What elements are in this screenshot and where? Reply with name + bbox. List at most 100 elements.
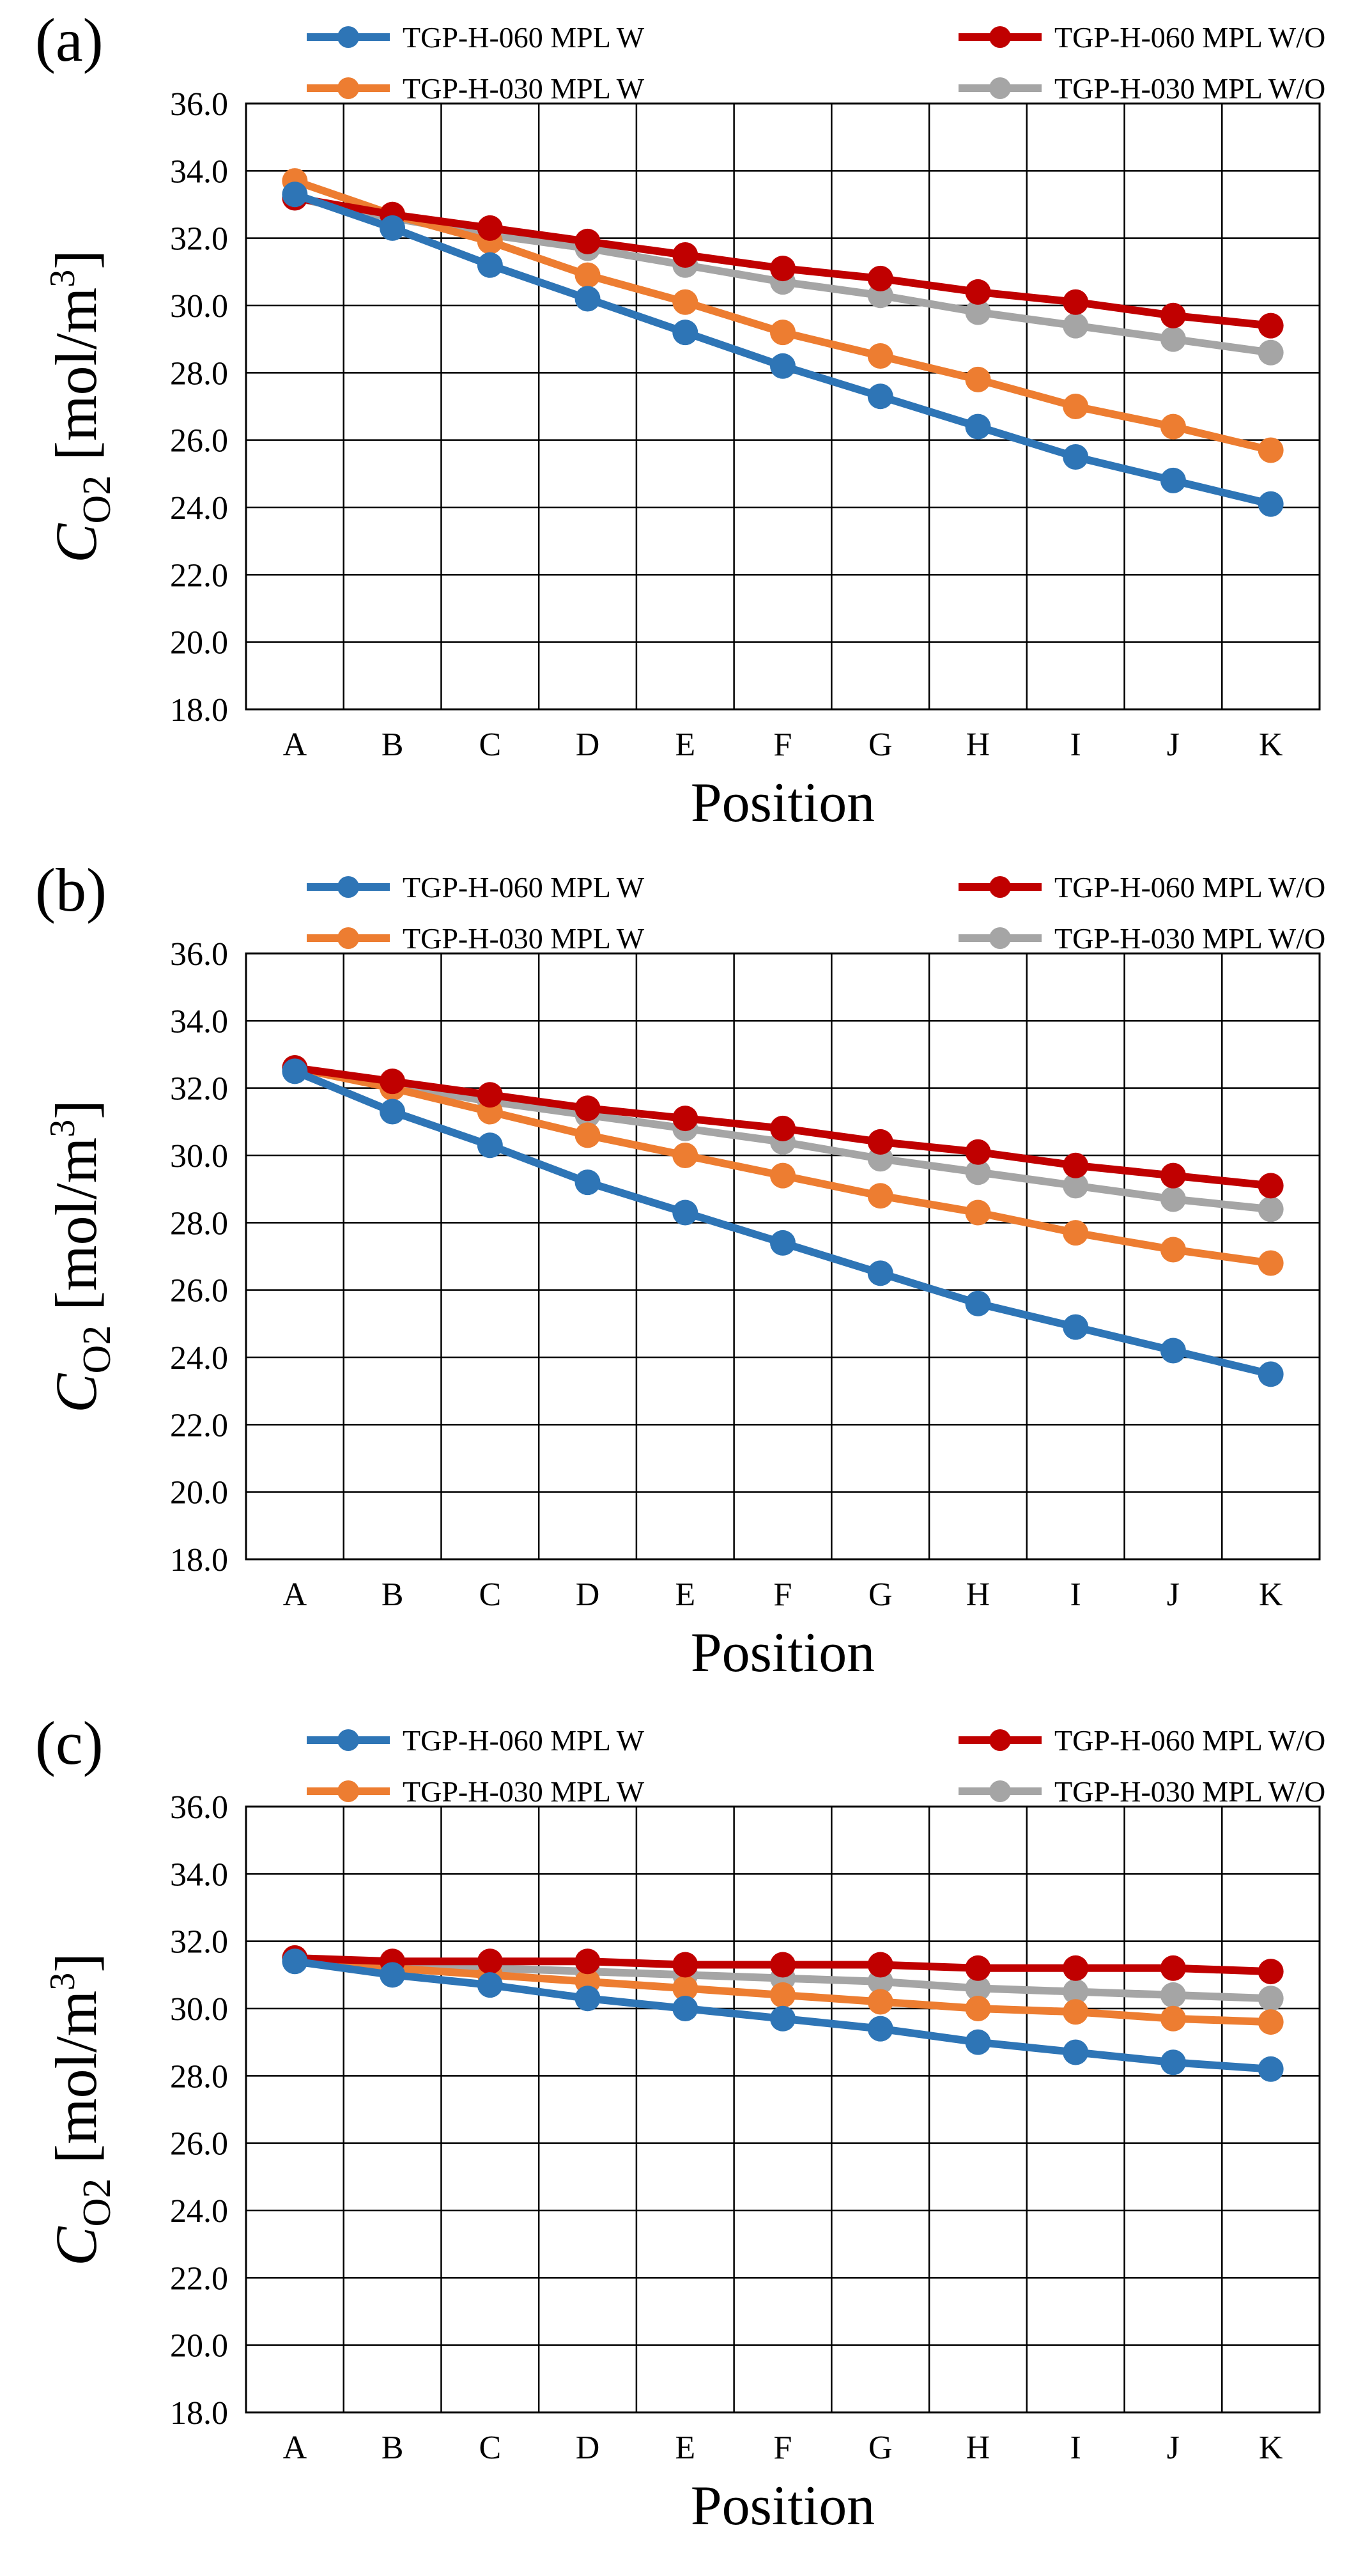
- data-point: [1063, 1152, 1089, 1178]
- data-point: [1160, 2049, 1186, 2076]
- data-point: [965, 1139, 991, 1165]
- series-1: [282, 185, 1284, 339]
- data-point: [1160, 2005, 1186, 2032]
- data-point: [1063, 289, 1089, 315]
- data-point: [1160, 1955, 1186, 1981]
- y-tick-label: 20.0: [170, 1475, 228, 1511]
- legend-label: TGP-H-060 MPL W/O: [1054, 21, 1325, 54]
- data-point: [770, 1230, 796, 1256]
- data-point: [477, 215, 503, 241]
- data-point: [672, 1996, 698, 2021]
- y-tick-label: 22.0: [170, 557, 228, 594]
- x-axis-title: Position: [691, 2475, 875, 2537]
- y-tick-label: 32.0: [170, 221, 228, 258]
- chart-panel-1: (b) 18.0 20.0 22.0 24.0 26.0 28.0 30.0 32.0 34.0 3…: [35, 856, 1325, 1684]
- y-axis-unit-close: ]: [43, 1953, 109, 1973]
- series-0: [282, 181, 1284, 517]
- data-point: [282, 1058, 308, 1084]
- y-tick-label: 18.0: [170, 2395, 228, 2432]
- data-point: [282, 181, 308, 208]
- legend-swatch-marker: [337, 1780, 359, 1802]
- y-tick-label: 24.0: [170, 490, 228, 527]
- data-point: [965, 366, 991, 392]
- y-tick-label: 30.0: [170, 1138, 228, 1175]
- y-tick-label: 30.0: [170, 1991, 228, 2028]
- data-point: [965, 279, 991, 305]
- y-axis-unit: [mol/m: [43, 1991, 109, 2179]
- data-point: [1063, 1314, 1089, 1340]
- y-tick-label: 18.0: [170, 692, 228, 729]
- legend-item: TGP-H-030 MPL W: [307, 72, 645, 105]
- plot-area: [245, 102, 1321, 711]
- data-point: [672, 1106, 698, 1132]
- y-axis-symbol: C: [43, 1373, 109, 1413]
- x-tick-label: D: [576, 727, 600, 763]
- data-point: [965, 1290, 991, 1316]
- data-point: [867, 383, 893, 410]
- plot-area: [245, 952, 1321, 1561]
- data-point: [1063, 394, 1089, 419]
- legend-swatch-marker: [989, 1780, 1011, 1802]
- legend: TGP-H-060 MPL W TGP-H-060 MPL W/O TGP-H-03…: [307, 871, 1325, 955]
- panel-label: (b): [35, 856, 107, 924]
- x-tick-label: H: [966, 2430, 990, 2466]
- y-tick-label: 24.0: [170, 2193, 228, 2230]
- legend: TGP-H-060 MPL W TGP-H-060 MPL W/O TGP-H-03…: [307, 1724, 1325, 1808]
- y-axis-unit-sup: 3: [43, 1973, 82, 1991]
- data-point: [867, 343, 893, 369]
- data-point: [1258, 2056, 1284, 2082]
- x-tick-label: C: [479, 2430, 501, 2466]
- legend-item: TGP-H-060 MPL W: [307, 21, 645, 54]
- data-point: [965, 1199, 991, 1226]
- legend-swatch-marker: [989, 26, 1011, 48]
- y-axis-subscript: O2: [75, 1325, 119, 1374]
- y-tick-label: 34.0: [170, 1003, 228, 1040]
- data-point: [672, 1199, 698, 1226]
- y-axis-unit-sup: 3: [43, 1120, 82, 1138]
- series-1: [282, 1055, 1284, 1199]
- legend-label: TGP-H-060 MPL W: [403, 871, 645, 904]
- y-tick-label: 32.0: [170, 1924, 228, 1961]
- data-point: [672, 242, 698, 268]
- data-point: [672, 1143, 698, 1168]
- data-point: [380, 1962, 406, 1988]
- y-tick-label: 24.0: [170, 1340, 228, 1377]
- y-axis-title: CO2 [mol/m3]: [43, 250, 119, 563]
- legend-item: TGP-H-030 MPL W/O: [959, 72, 1325, 105]
- x-axis-title: Position: [691, 1622, 875, 1684]
- data-point: [574, 1986, 601, 2012]
- panel-label: (a): [35, 6, 104, 74]
- legend-label: TGP-H-030 MPL W/O: [1054, 72, 1325, 105]
- data-point: [574, 1095, 601, 1122]
- data-point: [867, 1183, 893, 1209]
- legend-item: TGP-H-030 MPL W: [307, 1775, 645, 1808]
- legend-item: TGP-H-030 MPL W: [307, 922, 645, 955]
- x-tick-label: A: [283, 727, 307, 763]
- data-point: [1258, 1196, 1284, 1222]
- data-point: [867, 265, 893, 291]
- legend-label: TGP-H-030 MPL W: [403, 1775, 645, 1808]
- x-tick-label: B: [381, 727, 404, 763]
- legend-swatch-marker: [989, 876, 1011, 898]
- data-point: [867, 1260, 893, 1286]
- data-point: [965, 2029, 991, 2055]
- legend-item: TGP-H-060 MPL W: [307, 871, 645, 904]
- y-tick-label: 22.0: [170, 2260, 228, 2297]
- x-tick-label: C: [479, 1577, 501, 1613]
- x-tick-label: J: [1167, 727, 1180, 763]
- y-tick-label: 20.0: [170, 2328, 228, 2364]
- x-tick-label: H: [966, 727, 990, 763]
- data-point: [1063, 444, 1089, 470]
- data-point: [1063, 1978, 1089, 2005]
- x-tick-label: E: [675, 2430, 695, 2466]
- legend-swatch-marker: [989, 927, 1011, 949]
- x-tick-label: G: [868, 727, 893, 763]
- data-point: [1258, 1250, 1284, 1276]
- data-point: [965, 1996, 991, 2021]
- x-tick-label: K: [1259, 1577, 1283, 1613]
- legend-label: TGP-H-060 MPL W: [403, 1724, 645, 1757]
- data-point: [1160, 1982, 1186, 2008]
- data-point: [477, 1082, 503, 1108]
- data-point: [672, 1975, 698, 2001]
- y-tick-label: 34.0: [170, 153, 228, 190]
